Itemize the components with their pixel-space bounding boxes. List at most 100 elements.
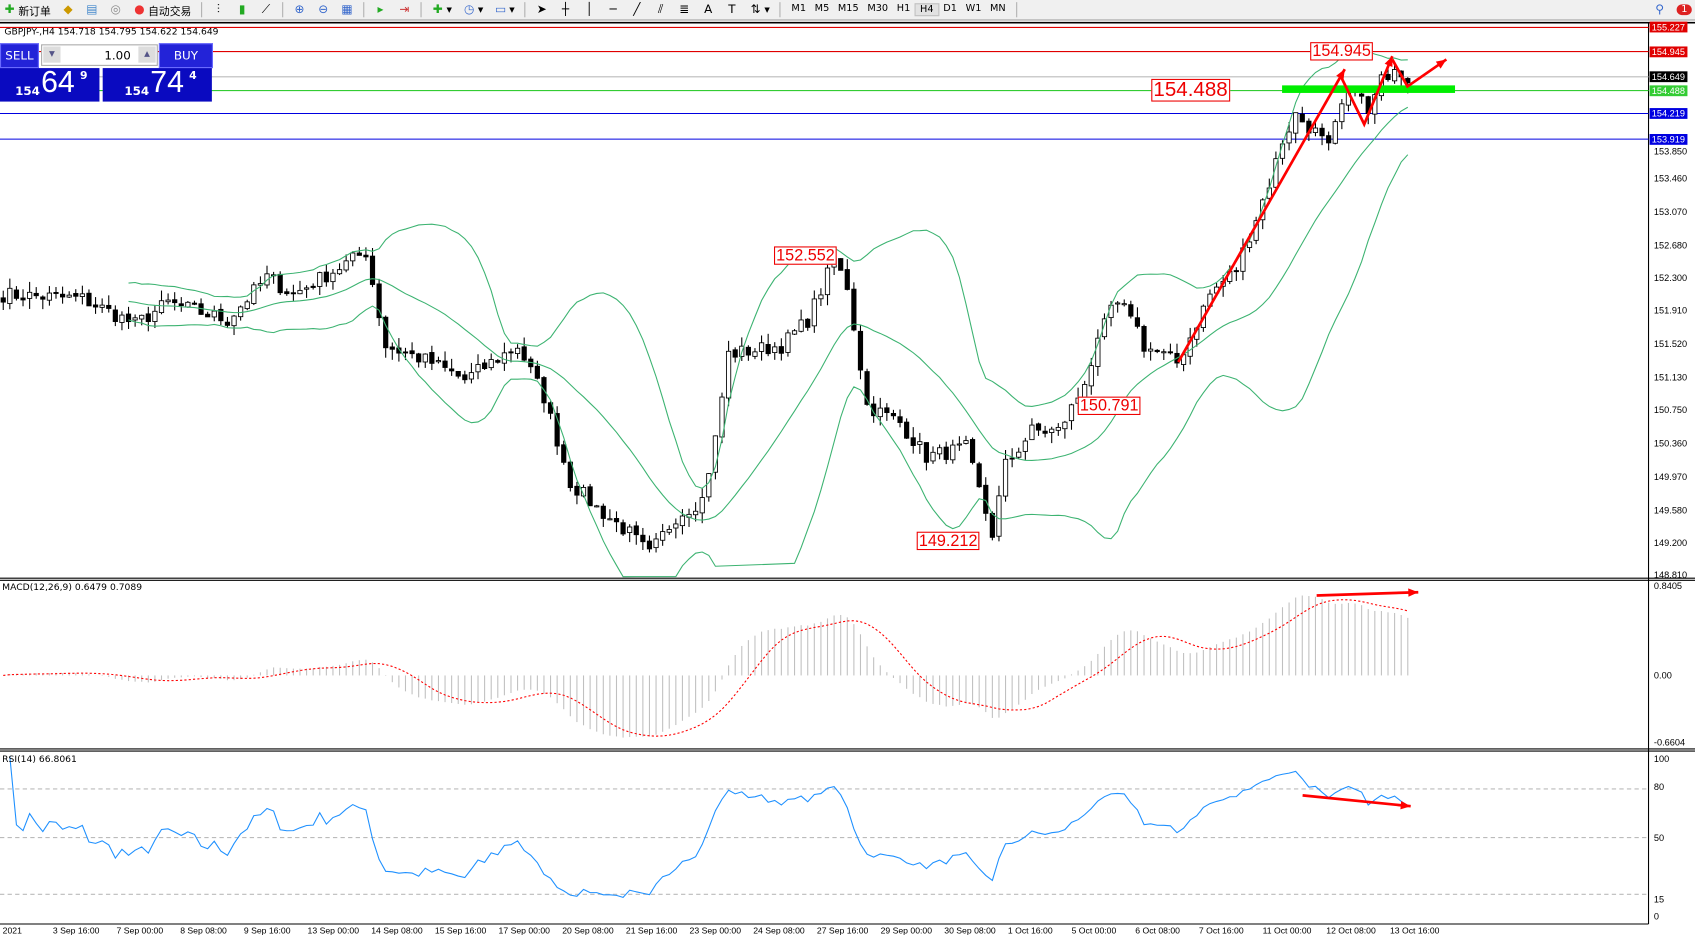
text-label-button[interactable]: T <box>722 1 741 18</box>
time-axis-label: 1 Oct 16:00 <box>1007 926 1053 936</box>
text-button[interactable]: A <box>698 1 717 18</box>
bearish-candle <box>554 413 560 447</box>
channel-button[interactable]: ⫽ <box>651 1 670 18</box>
new-order-button[interactable]: ✚ 新订单 <box>0 1 54 18</box>
separator <box>1016 2 1018 18</box>
autoscroll-button[interactable]: ▸ <box>371 1 390 18</box>
bullish-candle <box>1121 303 1127 306</box>
dropdown-arrow-icon: ▾ <box>509 3 515 16</box>
notifications-button[interactable]: 1 <box>1674 1 1695 18</box>
market-watch-button[interactable]: ◆ <box>58 1 77 18</box>
annotation-swing-high[interactable]: 152.552 <box>773 246 837 265</box>
horizontal-line-button[interactable]: ─ <box>603 1 622 18</box>
line-chart-button[interactable]: ⟋ <box>256 1 275 18</box>
bullish-candle <box>330 272 336 283</box>
search-button[interactable]: ⚲ <box>1650 1 1669 18</box>
lot-decrease-button[interactable]: ▼ <box>43 46 61 63</box>
templates-button[interactable]: ▭ ▾ <box>491 1 518 18</box>
bullish-candle <box>607 518 613 521</box>
bullish-candle <box>297 289 303 295</box>
tile-windows-button[interactable]: ▦ <box>337 1 356 18</box>
timeframe-d1[interactable]: D1 <box>943 3 957 15</box>
timeframe-m15[interactable]: M15 <box>837 3 859 15</box>
indicators-button[interactable]: ✚ ▾ <box>428 1 455 18</box>
sell-button[interactable]: SELL <box>0 43 39 69</box>
price-axis-label: 149.200 <box>1653 536 1688 548</box>
bullish-candle <box>1088 365 1094 387</box>
lot-size-stepper[interactable]: ▼ ▲ <box>41 44 158 66</box>
buy-price-pip: 4 <box>189 70 197 83</box>
bearish-candle <box>1233 270 1239 273</box>
timeframe-m5[interactable]: M5 <box>814 3 830 15</box>
bullish-candle <box>158 300 165 314</box>
time-axis-label: 29 Sep 00:00 <box>880 926 933 936</box>
timeframe-m1[interactable]: M1 <box>791 3 807 15</box>
annotation-low[interactable]: 149.212 <box>916 531 980 551</box>
annotation-high[interactable]: 154.945 <box>1310 42 1374 61</box>
lot-size-input[interactable] <box>63 46 133 64</box>
toolbar: ✚ 新订单 ◆ ▤ ◎ ● 自动交易 ⫶ ▮ ⟋ ⊕ ⊖ ▦ ▸ ⇥ ✚ ▾ ◷ ▾ ▭… <box>0 0 1695 21</box>
lot-increase-button[interactable]: ▲ <box>138 46 156 63</box>
bullish-candle <box>66 294 72 298</box>
sell-price[interactable]: 154 64 9 <box>0 64 100 102</box>
vertical-line-button[interactable]: │ <box>580 1 599 18</box>
sell-price-prefix: 154 <box>15 84 40 99</box>
price-axis-label: 153.070 <box>1653 206 1688 218</box>
candle-chart-button[interactable]: ▮ <box>232 1 251 18</box>
bearish-candle <box>284 291 290 295</box>
buy-button[interactable]: BUY <box>158 43 213 69</box>
annotation-swing-low[interactable]: 150.791 <box>1077 396 1141 415</box>
rsi-divergence-arrow-head <box>1400 801 1411 810</box>
buy-price[interactable]: 154 74 4 <box>102 65 212 102</box>
symbol-info: GBPJPY-,H4 154.718 154.795 154.622 154.6… <box>4 27 219 38</box>
trendline-button[interactable]: ╱ <box>627 1 646 18</box>
price-line-label: 154.488 <box>1649 85 1688 96</box>
timeframe-w1[interactable]: W1 <box>965 3 982 15</box>
zoom-out-button[interactable]: ⊖ <box>313 1 332 18</box>
time-axis-label: 30 Sep 08:00 <box>944 926 996 936</box>
bearish-candle <box>1299 113 1305 123</box>
sell-price-big: 64 <box>41 64 75 99</box>
bearish-candle <box>943 446 949 460</box>
time-axis-label: 12 Oct 08:00 <box>1326 926 1376 936</box>
bearish-candle <box>191 302 198 305</box>
arrows-button[interactable]: ⇅ ▾ <box>746 1 773 18</box>
annotation-support[interactable]: 154.488 <box>1151 78 1230 102</box>
bearish-candle <box>745 346 751 356</box>
price-axis-label: 153.460 <box>1653 172 1688 184</box>
time-axis-label: 24 Sep 08:00 <box>753 926 805 936</box>
timeframe-mn[interactable]: MN <box>990 3 1006 15</box>
bearish-candle <box>178 303 184 307</box>
bullish-candle <box>501 352 507 364</box>
bullish-candle <box>211 310 217 318</box>
bearish-candle <box>969 439 976 463</box>
one-click-trading-panel: SELL ▼ ▲ BUY 154 64 9 154 74 4 <box>0 43 213 102</box>
cursor-button[interactable]: ➤ <box>532 1 551 18</box>
macd-signal-line <box>3 599 1408 737</box>
bullish-candle <box>1332 121 1338 144</box>
bearish-candle <box>482 362 488 370</box>
timeframe-h4[interactable]: H4 <box>914 3 939 17</box>
navigator-button[interactable]: ▤ <box>82 1 101 18</box>
bullish-candle <box>818 294 824 300</box>
bullish-candle <box>1286 131 1292 144</box>
bearish-candle <box>1359 93 1365 97</box>
fibonacci-button[interactable]: ≣ <box>675 1 694 18</box>
bar-chart-button[interactable]: ⫶ <box>209 1 228 18</box>
bearish-candle <box>910 437 916 446</box>
timeframe-h1[interactable]: H1 <box>896 3 911 15</box>
zoom-in-button[interactable]: ⊕ <box>290 1 309 18</box>
signals-button[interactable]: ◎ <box>106 1 125 18</box>
auto-trading-button[interactable]: ● 自动交易 <box>130 1 195 18</box>
bullish-candle <box>132 317 138 321</box>
bearish-candle <box>323 271 329 283</box>
arrows-icon: ⇅ <box>750 2 761 17</box>
vertical-line-icon: │ <box>585 2 593 17</box>
periods-button[interactable]: ◷ ▾ <box>459 1 486 18</box>
crosshair-button[interactable]: ┼ <box>556 1 575 18</box>
notification-badge: 1 <box>1676 4 1692 16</box>
chart-shift-button[interactable]: ⇥ <box>395 1 414 18</box>
price-axis-label: 152.300 <box>1653 271 1688 283</box>
timeframe-m30[interactable]: M30 <box>867 3 889 15</box>
